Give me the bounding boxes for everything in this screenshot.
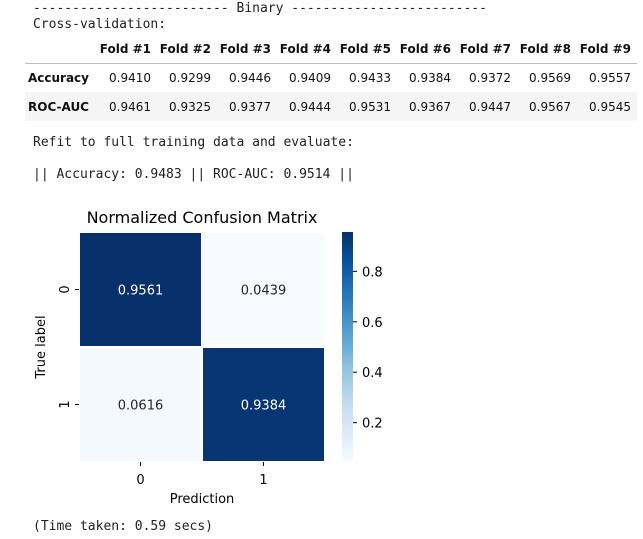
column-header-fold-6: Fold #6 xyxy=(399,41,451,56)
table-cell: 0.9367 xyxy=(409,99,451,114)
table-cell: 0.9433 xyxy=(349,70,391,85)
binary-banner: ------------------------- Binary -------… xyxy=(33,1,487,16)
cross-validation-table: Fold #1 Fold #2 Fold #3 Fold #4 Fold #5 … xyxy=(25,35,637,121)
x-axis-label: Prediction xyxy=(170,492,235,507)
table-cell: 0.9377 xyxy=(229,99,271,114)
column-header-fold-4: Fold #4 xyxy=(279,41,331,56)
colorbar-tick-label: 0.8 xyxy=(362,265,383,280)
heatmap-annotation-1-0: 0.0616 xyxy=(118,399,164,414)
column-header-fold-7: Fold #7 xyxy=(459,41,511,56)
column-header-fold-5: Fold #5 xyxy=(339,41,391,56)
colorbar-ticks: 0.2 0.4 0.6 0.8 xyxy=(353,265,383,432)
table-header-row: Fold #1 Fold #2 Fold #3 Fold #4 Fold #5 … xyxy=(25,35,637,63)
heatmap-cell-1-1 xyxy=(201,346,326,463)
column-header-fold-8: Fold #8 xyxy=(519,41,571,56)
refit-heading: Refit to full training data and evaluate… xyxy=(33,135,354,150)
table-cell: 0.9569 xyxy=(529,70,571,85)
table-cell: 0.9447 xyxy=(469,99,511,114)
table-corner-cell xyxy=(25,35,97,63)
column-header-fold-1: Fold #1 xyxy=(99,41,151,56)
y-axis-label: True label xyxy=(34,315,49,379)
time-taken-text: (Time taken: 0.59 secs) xyxy=(33,519,214,534)
heatmap-cells xyxy=(78,231,326,463)
table-cell: 0.9461 xyxy=(109,99,151,114)
table-cell: 0.9372 xyxy=(469,70,511,85)
table-row-accuracy: Accuracy 0.9410 0.9299 0.9446 0.9409 0.9… xyxy=(25,63,637,92)
heatmap-annotation-1-1: 0.9384 xyxy=(241,399,287,414)
table-cell: 0.9557 xyxy=(589,70,631,85)
row-label-accuracy: Accuracy xyxy=(27,70,89,85)
row-label-roc-auc: ROC-AUC xyxy=(28,99,89,114)
table-cell: 0.9444 xyxy=(289,99,331,114)
table-cell: 0.9299 xyxy=(169,70,211,85)
heatmap-cell-1-0 xyxy=(78,346,203,463)
colorbar xyxy=(342,232,353,462)
table-cell: 0.9409 xyxy=(289,70,331,85)
heatmap-annotation-0-1: 0.0439 xyxy=(241,284,287,299)
column-header-fold-2: Fold #2 xyxy=(159,41,211,56)
colorbar-tick-label: 0.6 xyxy=(362,316,383,331)
heatmap-annotation-0-0: 0.9561 xyxy=(118,284,164,299)
confusion-matrix-chart: Normalized Confusion Matrix 0.9561 0.0439… xyxy=(34,208,383,507)
chart-title: Normalized Confusion Matrix xyxy=(87,208,318,227)
refit-metrics-summary: || Accuracy: 0.9483 || ROC-AUC: 0.9514 |… xyxy=(33,167,354,182)
x-tick-label: 0 xyxy=(136,473,144,488)
table-cell: 0.9531 xyxy=(349,99,391,114)
table-cell: 0.9410 xyxy=(109,70,151,85)
y-tick-label: 0 xyxy=(58,285,73,293)
colorbar-tick-label: 0.2 xyxy=(362,417,383,432)
heatmap-cell-0-0 xyxy=(78,231,203,348)
colorbar-tick-label: 0.4 xyxy=(362,366,383,381)
x-tick-label: 1 xyxy=(259,473,267,488)
table-cell: 0.9545 xyxy=(589,99,631,114)
table-cell: 0.9384 xyxy=(409,70,451,85)
table-row-roc-auc: ROC-AUC 0.9461 0.9325 0.9377 0.9444 0.95… xyxy=(25,92,637,121)
column-header-fold-9: Fold #9 xyxy=(579,41,631,56)
y-tick-label: 1 xyxy=(58,400,73,408)
y-axis-ticks: 01 xyxy=(58,285,79,409)
cross-validation-heading: Cross-validation: xyxy=(33,17,167,32)
heatmap-annotations: 0.9561 0.0439 0.0616 0.9384 xyxy=(118,284,287,414)
table-cell: 0.9446 xyxy=(229,70,271,85)
heatmap-cell-0-1 xyxy=(201,231,326,348)
column-header-fold-3: Fold #3 xyxy=(219,41,271,56)
table-cell: 0.9325 xyxy=(169,99,211,114)
table-cell: 0.9567 xyxy=(529,99,571,114)
